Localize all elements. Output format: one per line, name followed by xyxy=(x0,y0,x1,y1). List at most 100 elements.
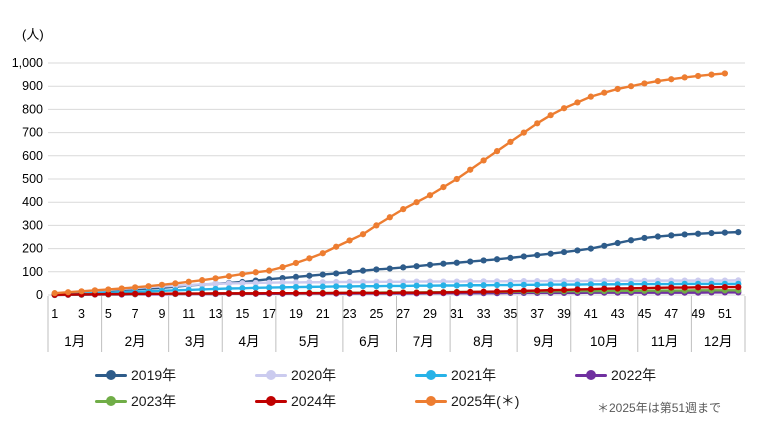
series-point xyxy=(587,245,594,252)
series-point xyxy=(306,290,313,297)
legend-item-2: 2021年 xyxy=(415,365,496,385)
series-point xyxy=(252,290,259,297)
series-point xyxy=(587,286,594,293)
series-point xyxy=(426,282,434,289)
x-month-label: 8月 xyxy=(473,334,494,349)
series-point xyxy=(507,288,514,295)
x-week-label: 13 xyxy=(209,307,223,321)
legend-marker-icon xyxy=(575,370,607,380)
series-point xyxy=(319,271,326,278)
series-point xyxy=(520,281,527,288)
series-point xyxy=(292,273,300,281)
series-point xyxy=(51,290,58,297)
series-point xyxy=(185,290,192,297)
series-point xyxy=(507,254,514,261)
series-point xyxy=(225,280,233,287)
series-point xyxy=(333,270,340,277)
x-month-label: 6月 xyxy=(359,334,380,349)
series-point xyxy=(453,259,460,266)
series-point xyxy=(721,229,728,236)
series-point xyxy=(694,284,702,291)
series-point xyxy=(413,263,420,270)
series-point xyxy=(426,192,434,199)
series-point xyxy=(319,290,326,297)
series-point xyxy=(292,279,300,286)
legend-marker-icon xyxy=(255,370,287,380)
legend-marker-icon xyxy=(415,370,447,380)
series-point xyxy=(172,290,179,297)
series-point xyxy=(105,286,112,293)
series-point xyxy=(654,284,661,291)
series-point xyxy=(453,282,460,289)
series-point xyxy=(359,231,367,238)
series-point xyxy=(507,281,514,289)
series-point xyxy=(65,289,72,296)
series-point xyxy=(574,99,581,106)
x-week-label: 33 xyxy=(477,307,491,321)
series-point xyxy=(480,288,487,295)
series-point xyxy=(467,282,474,289)
x-month-label: 2月 xyxy=(125,334,146,349)
legend-item-3: 2022年 xyxy=(575,365,656,385)
series-point xyxy=(266,284,273,291)
series-point xyxy=(386,282,393,290)
series-point xyxy=(306,279,313,286)
series-point xyxy=(614,85,621,93)
series-point xyxy=(212,285,219,293)
series-point xyxy=(534,281,541,288)
series-point xyxy=(145,283,152,290)
x-week-label: 51 xyxy=(718,307,732,321)
legend-marker-icon xyxy=(95,396,127,406)
legend-label: 2021年 xyxy=(451,367,497,383)
series-point xyxy=(279,290,286,297)
series-point xyxy=(627,83,635,90)
series-point xyxy=(601,285,608,292)
series-point xyxy=(158,290,166,297)
series-point xyxy=(708,229,715,237)
series-point xyxy=(319,250,326,257)
series-point xyxy=(440,289,447,296)
x-week-label: 43 xyxy=(611,307,625,321)
series-point xyxy=(493,288,501,295)
series-point xyxy=(627,285,635,292)
series-point xyxy=(547,112,554,119)
series-point xyxy=(346,268,353,276)
series-point xyxy=(373,283,380,290)
series-point xyxy=(668,232,675,239)
series-point xyxy=(91,287,99,294)
series-point xyxy=(560,286,568,293)
series-point xyxy=(507,138,514,145)
series-point xyxy=(560,248,568,256)
x-week-label: 15 xyxy=(235,307,249,321)
series-point xyxy=(440,184,447,191)
series-point xyxy=(172,280,179,287)
chart-footnote: ＊2025年は第51週まで xyxy=(597,401,722,415)
series-point xyxy=(681,284,688,291)
series-point xyxy=(225,285,233,292)
series-line-5 xyxy=(54,285,739,296)
series-point xyxy=(467,258,474,265)
series-point xyxy=(467,288,474,296)
x-week-label: 31 xyxy=(450,307,464,321)
x-week-label: 27 xyxy=(396,307,410,321)
series-point xyxy=(614,239,621,247)
series-point xyxy=(601,281,608,288)
x-week-label: 41 xyxy=(584,307,598,321)
series-point xyxy=(333,278,340,286)
series-point xyxy=(641,234,648,242)
series-point xyxy=(574,286,581,293)
series-point xyxy=(346,283,353,290)
series-point xyxy=(252,279,259,287)
legend-label: 2023年 xyxy=(131,393,177,409)
series-point xyxy=(426,289,434,296)
series-point xyxy=(212,275,219,282)
legend-label: 2019年 xyxy=(131,367,177,383)
series-point xyxy=(467,166,474,173)
series-point xyxy=(359,267,367,274)
legend-label: 2025年(＊) xyxy=(451,393,520,409)
series-point xyxy=(373,289,380,297)
series-point xyxy=(574,281,581,288)
series-point xyxy=(560,281,568,288)
series-point xyxy=(721,70,728,77)
y-tick-label: 1,000 xyxy=(12,56,43,70)
